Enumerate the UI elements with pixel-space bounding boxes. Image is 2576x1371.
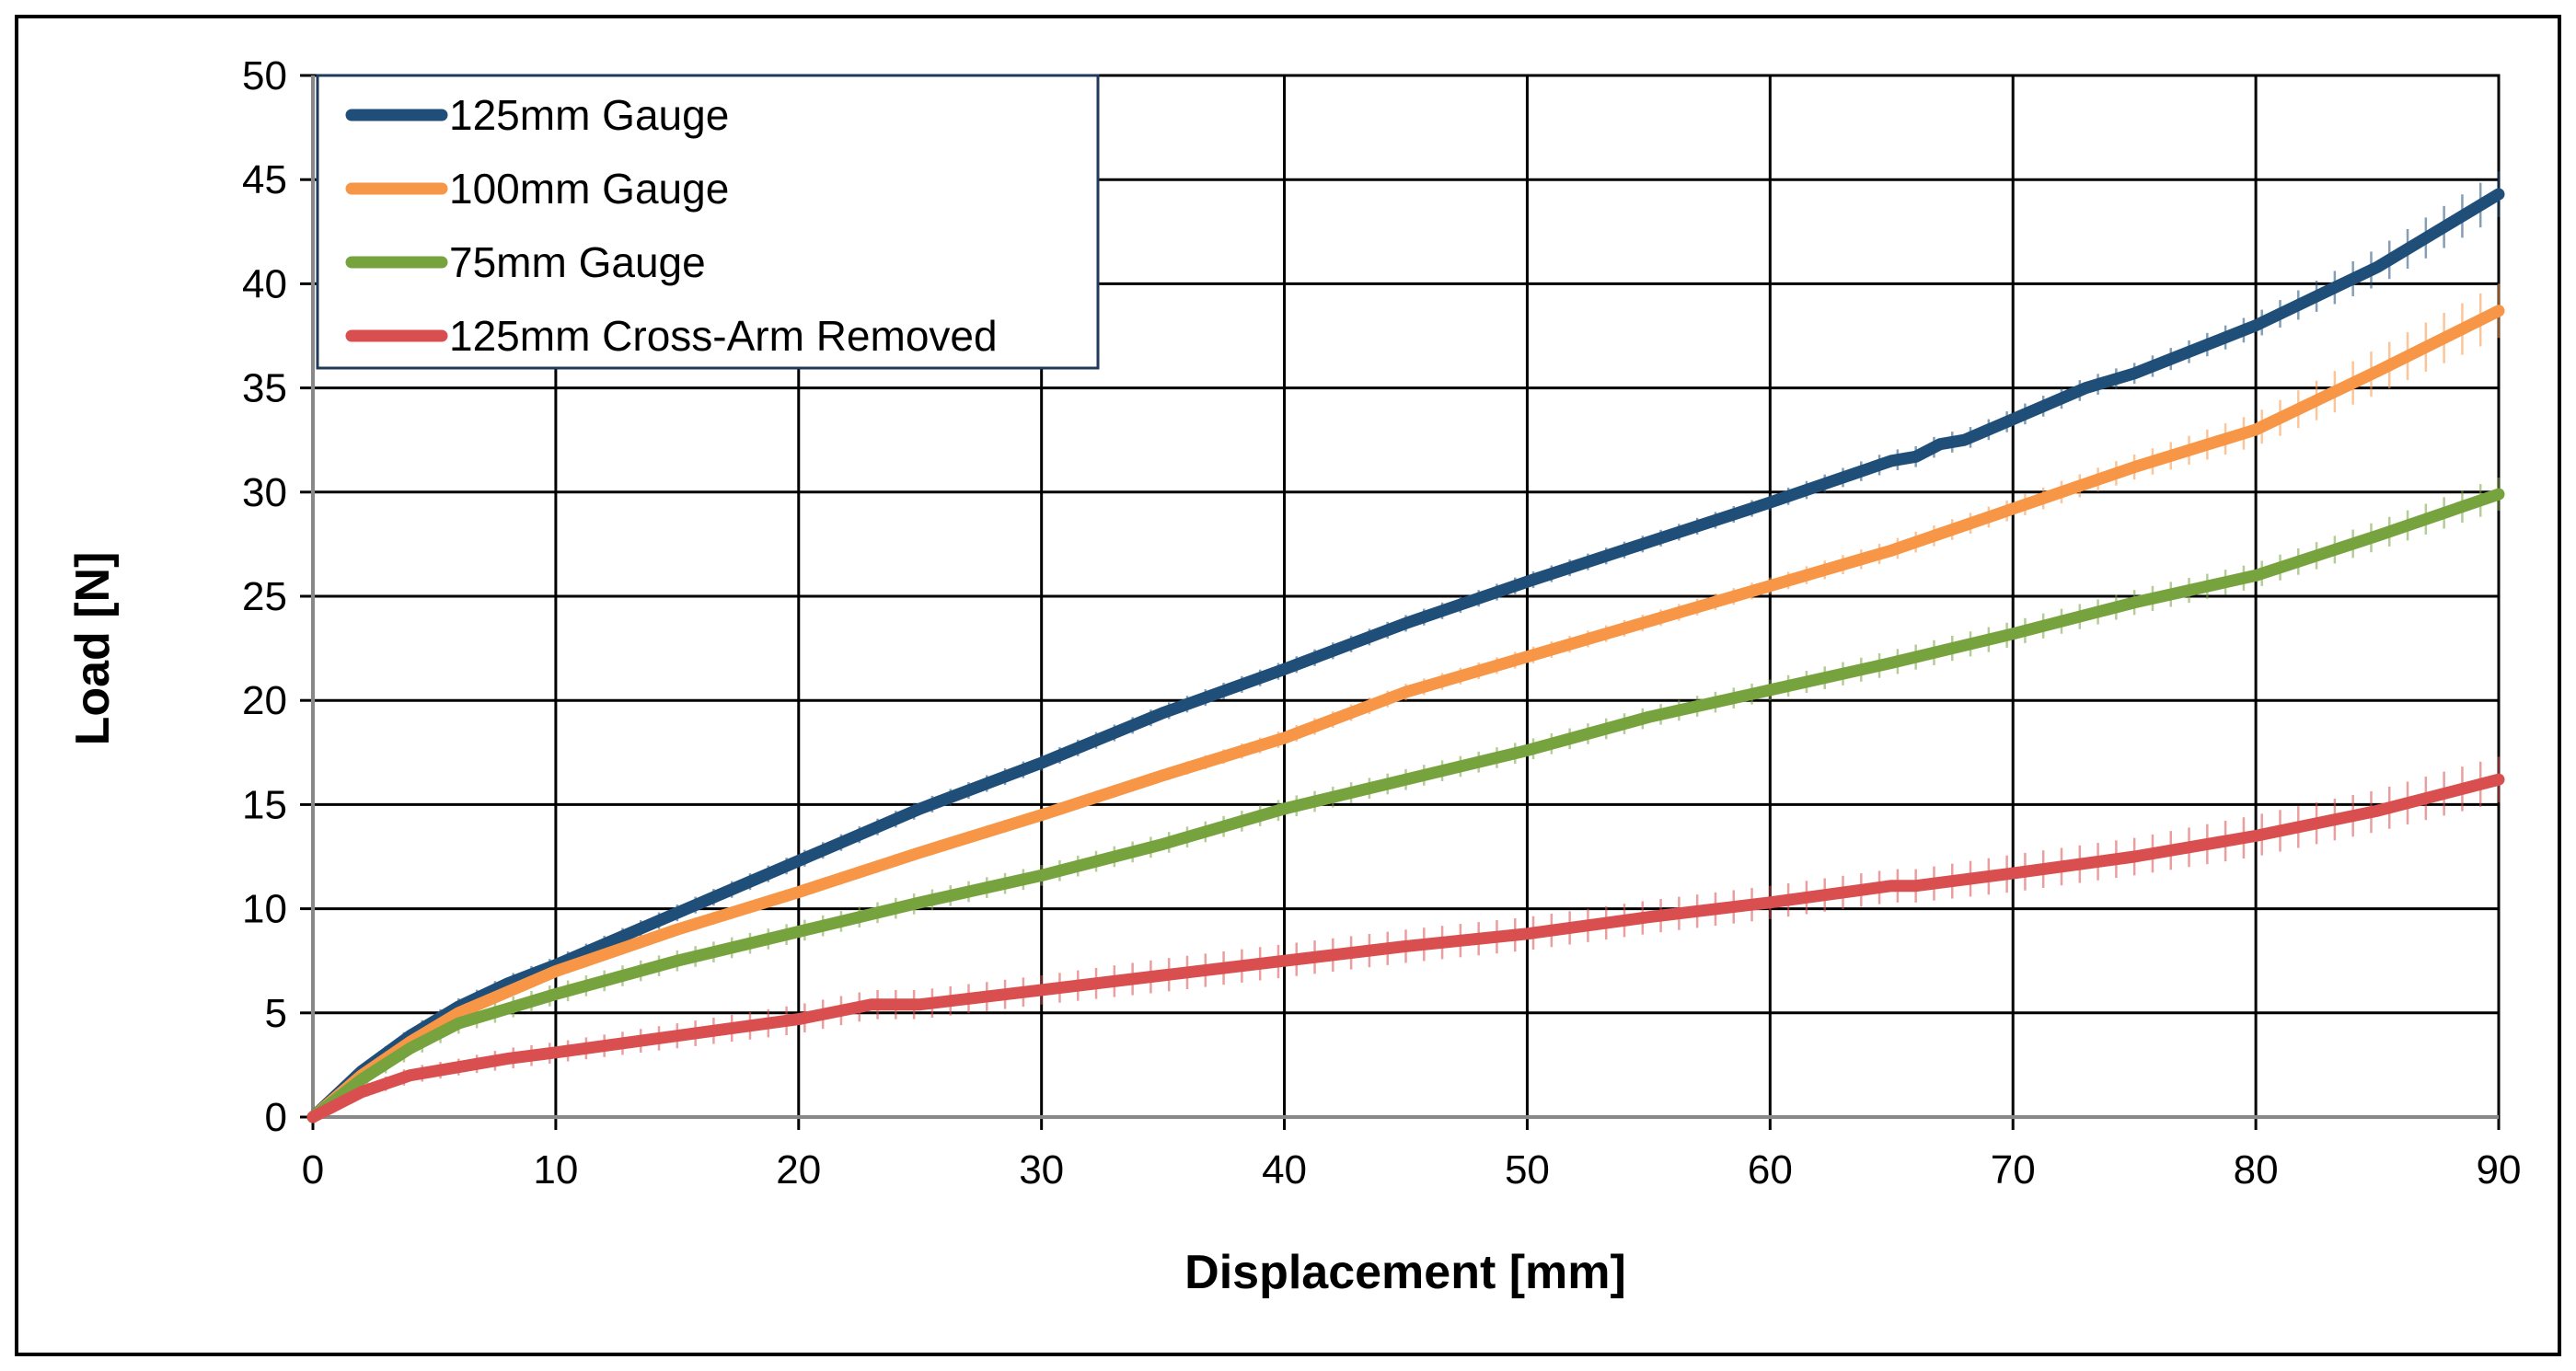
axes (300, 74, 2501, 1130)
x-tick-label: 80 (2234, 1147, 2279, 1192)
y-tick-label: 30 (242, 470, 287, 515)
y-tick-label: 35 (242, 366, 287, 411)
series-line-1 (306, 305, 2505, 1123)
y-tick-label: 15 (242, 782, 287, 827)
x-tick-label: 0 (302, 1147, 324, 1192)
x-tick-label: 10 (533, 1147, 578, 1192)
legend-label: 125mm Gauge (449, 91, 729, 139)
legend-box (316, 74, 1100, 370)
series-line-3 (306, 773, 2505, 1123)
series-line-0 (306, 188, 2505, 1123)
x-tick-label: 40 (1262, 1147, 1307, 1192)
x-tick-label: 50 (1505, 1147, 1550, 1192)
legend-label: 125mm Cross-Arm Removed (449, 312, 998, 360)
x-tick-label: 30 (1019, 1147, 1064, 1192)
legend-label: 75mm Gauge (449, 238, 706, 286)
x-axis-title: Displacement [mm] (1184, 1246, 1626, 1299)
series-lines (306, 188, 2505, 1123)
tick-labels: 0 10 20 30 40 50 60 70 80 90 0 5 10 15 20 25 30 35 40 45 50 (242, 53, 2521, 1192)
x-tick-label: 60 (1748, 1147, 1793, 1192)
x-tick-label: 70 (1991, 1147, 2036, 1192)
legend: 125mm Gauge 100mm Gauge 75mm Gauge 125mm Cr… (316, 74, 1100, 370)
y-tick-label: 20 (242, 678, 287, 723)
gridlines (313, 75, 2499, 1117)
y-tick-label: 25 (242, 574, 287, 619)
y-tick-label: 10 (242, 887, 287, 932)
y-tick-label: 50 (242, 53, 287, 98)
y-tick-label: 45 (242, 157, 287, 202)
legend-label: 100mm Gauge (449, 165, 729, 213)
y-axis-title: Load [N] (66, 552, 120, 746)
y-tick-label: 0 (265, 1095, 287, 1140)
y-tick-label: 40 (242, 261, 287, 306)
y-tick-label: 5 (265, 991, 287, 1036)
x-tick-label: 20 (776, 1147, 821, 1192)
x-tick-label: 90 (2477, 1147, 2522, 1192)
series-line-2 (306, 488, 2505, 1123)
